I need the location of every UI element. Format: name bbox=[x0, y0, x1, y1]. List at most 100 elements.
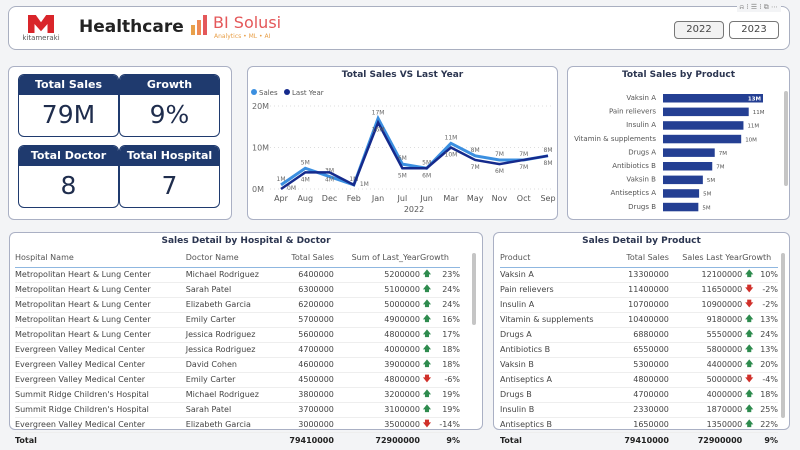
table-row[interactable]: Evergreen Valley Medical Center Emily Car… bbox=[15, 372, 460, 388]
arrow-up-icon: 🡅 bbox=[742, 312, 757, 328]
x-axis-label: 2022 bbox=[404, 205, 424, 214]
table-row[interactable]: Metropolitan Heart & Lung Center Sarah Pa… bbox=[15, 282, 460, 298]
table-cell: Jessica Rodriguez bbox=[185, 342, 278, 358]
table-row[interactable]: Vitamin & supplements 10400000 9180000 🡅 13% bbox=[500, 312, 778, 328]
hospital-table: Hospital Name Doctor Name Total Sales Sum o… bbox=[15, 250, 460, 448]
table-cell: Drugs B bbox=[500, 387, 615, 403]
arrow-down-icon: 🡇 bbox=[419, 417, 434, 433]
data-label: 7M bbox=[519, 164, 528, 171]
line-chart-title: Total Sales VS Last Year bbox=[341, 70, 464, 80]
table-row[interactable]: Antiseptics A 4800000 5000000 🡇 -4% bbox=[500, 372, 778, 388]
table-cell: Jessica Rodriguez bbox=[185, 327, 278, 343]
bar-category-label: Drugs B bbox=[628, 203, 656, 211]
table-cell: Emily Carter bbox=[185, 372, 278, 388]
column-header[interactable]: Hospital Name bbox=[15, 250, 186, 268]
table-cell: 5300000 bbox=[614, 357, 669, 373]
table-cell: 24% bbox=[433, 297, 460, 313]
line-chart: 0M 10M 20M Apr Aug Dec Feb Jan Jul Jun Mar May Nov Oc… bbox=[251, 89, 556, 214]
table-cell: 24% bbox=[756, 327, 778, 343]
bar-data-label: 13M bbox=[748, 97, 761, 103]
table-cell: Vaksin A bbox=[500, 267, 615, 283]
total-cell: 72900000 bbox=[668, 431, 743, 448]
partner-name: BI Solusi bbox=[213, 13, 282, 32]
arrow-up-icon: 🡅 bbox=[742, 342, 757, 358]
bar-category-label: Vaksin B bbox=[626, 176, 656, 184]
table-row[interactable]: Metropolitan Heart & Lung Center Emily Ca… bbox=[15, 312, 460, 328]
x-tick-label: Oct bbox=[517, 194, 531, 203]
table-cell: 4700000 bbox=[614, 387, 669, 403]
table-row[interactable]: Antibiotics B 6550000 5800000 🡅 13% bbox=[500, 342, 778, 358]
product-table-panel: Sales Detail by Product Product Total Sal… bbox=[493, 232, 790, 448]
arrow-up-icon: 🡅 bbox=[419, 282, 434, 298]
table-row[interactable]: Pain relievers 11400000 11650000 🡇 -2% bbox=[500, 282, 778, 298]
table-cell: 5100000 bbox=[333, 282, 420, 298]
table-cell: 12100000 bbox=[668, 267, 743, 283]
table-cell: 4400000 bbox=[668, 357, 743, 373]
table-row[interactable]: Drugs A 6880000 5550000 🡅 24% bbox=[500, 327, 778, 343]
column-header[interactable]: Sales Last Year bbox=[668, 250, 743, 268]
table-row[interactable]: Metropolitan Heart & Lung Center Elizabet… bbox=[15, 297, 460, 313]
arrow-up-icon: 🡅 bbox=[742, 267, 757, 283]
year-2022-button[interactable]: 2022 bbox=[674, 21, 724, 39]
scrollbar[interactable] bbox=[781, 253, 785, 418]
table-row[interactable]: Metropolitan Heart & Lung Center Michael … bbox=[15, 267, 460, 283]
table-cell: Emily Carter bbox=[185, 312, 278, 328]
legend-label: Sales bbox=[259, 89, 278, 97]
year-2023-button[interactable]: 2023 bbox=[729, 21, 779, 39]
y-tick-label: 10M bbox=[252, 144, 269, 153]
column-header[interactable]: Doctor Name bbox=[185, 250, 278, 268]
table-cell: 10400000 bbox=[614, 312, 669, 328]
table-cell: David Cohen bbox=[185, 357, 278, 373]
table-cell: 6200000 bbox=[277, 297, 334, 313]
total-cell: 9% bbox=[742, 431, 778, 448]
column-header[interactable]: Growth bbox=[419, 250, 460, 268]
kpi-panel: Total Sales 79M Growth 9% Total Doctor 8 To… bbox=[8, 66, 232, 220]
bar-category-label: Vitamin & supplements bbox=[574, 135, 656, 143]
column-header[interactable]: Growth bbox=[742, 250, 778, 268]
column-header[interactable]: Total Sales bbox=[614, 250, 669, 268]
x-tick-label: May bbox=[467, 194, 484, 203]
bar-data-label: 5M bbox=[702, 205, 710, 211]
arrow-up-icon: 🡅 bbox=[742, 417, 757, 433]
total-row: Total 79410000 72900000 9% bbox=[500, 431, 778, 448]
data-label: 11M bbox=[445, 134, 458, 141]
bar bbox=[663, 175, 703, 185]
table-row[interactable]: Evergreen Valley Medical Center Elizabeth… bbox=[15, 417, 460, 433]
data-label: 4M bbox=[301, 176, 310, 183]
table-cell: 11650000 bbox=[668, 282, 743, 298]
scrollbar[interactable] bbox=[472, 253, 476, 325]
column-header[interactable]: Product bbox=[500, 250, 615, 268]
data-label: 5M bbox=[301, 159, 310, 166]
column-header[interactable]: Sum of Last_Year bbox=[333, 250, 420, 268]
bar bbox=[663, 121, 744, 130]
table-row[interactable]: Insulin B 2330000 1870000 🡅 25% bbox=[500, 402, 778, 418]
table-row[interactable]: Insulin A 10700000 10900000 🡇 -2% bbox=[500, 297, 778, 313]
kitameraki-logo: kitameraki bbox=[21, 15, 61, 42]
data-label: 3M bbox=[325, 168, 334, 175]
table-cell: 25% bbox=[756, 402, 778, 418]
table-cell: 4900000 bbox=[333, 312, 420, 328]
bar-category-label: Insulin A bbox=[626, 121, 656, 129]
table-row[interactable]: Summit Ridge Children's Hospital Sarah Pa… bbox=[15, 402, 460, 418]
table-row[interactable]: Vaksin A 13300000 12100000 🡅 10% bbox=[500, 267, 778, 283]
x-tick-label: Aug bbox=[297, 194, 313, 203]
table-row[interactable]: Antiseptics B 1650000 1350000 🡅 22% bbox=[500, 417, 778, 433]
scrollbar[interactable] bbox=[784, 91, 788, 186]
table-row[interactable]: Summit Ridge Children's Hospital Michael … bbox=[15, 387, 460, 403]
table-row[interactable]: Vaksin B 5300000 4400000 🡅 20% bbox=[500, 357, 778, 373]
kpi-growth: Growth 9% bbox=[119, 74, 220, 137]
data-label: 8M bbox=[544, 160, 553, 167]
visual-toolbar[interactable]: ⍾ ⁞ ☰ ⁞ ⧉ ⋯ bbox=[736, 3, 781, 12]
table-cell: 16% bbox=[433, 312, 460, 328]
partner-tagline: Analytics • ML • AI bbox=[214, 33, 271, 40]
table-row[interactable]: Evergreen Valley Medical Center Jessica R… bbox=[15, 342, 460, 358]
table-row[interactable]: Metropolitan Heart & Lung Center Jessica … bbox=[15, 327, 460, 343]
page-title: Healthcare bbox=[79, 17, 184, 37]
table-row[interactable]: Evergreen Valley Medical Center David Coh… bbox=[15, 357, 460, 373]
column-header[interactable]: Total Sales bbox=[277, 250, 334, 268]
table-cell: 13% bbox=[756, 312, 778, 328]
product-table: Product Total Sales Sales Last Year Growth V… bbox=[500, 250, 778, 448]
bar-data-label: 7M bbox=[719, 151, 727, 157]
table-row[interactable]: Drugs B 4700000 4000000 🡅 18% bbox=[500, 387, 778, 403]
total-cell: 79410000 bbox=[614, 431, 669, 448]
